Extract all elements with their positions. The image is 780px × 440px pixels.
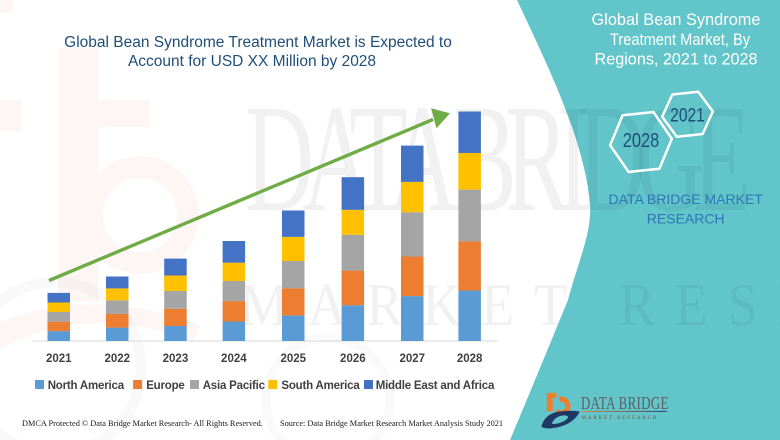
svg-text:2028: 2028 xyxy=(457,353,483,365)
svg-text:DATA BRIDGE MARKET: DATA BRIDGE MARKET xyxy=(609,191,764,207)
svg-text:DMCA Protected © Data Bridge M: DMCA Protected © Data Bridge Market Rese… xyxy=(22,419,263,428)
svg-text:2028: 2028 xyxy=(623,128,659,151)
svg-text:2022: 2022 xyxy=(104,353,130,365)
svg-text:2027: 2027 xyxy=(399,353,425,365)
svg-text:Regions, 2021 to 2028: Regions, 2021 to 2028 xyxy=(595,51,758,69)
svg-text:RESEARCH: RESEARCH xyxy=(647,211,725,227)
svg-text:Global Bean Syndrome Treatment: Global Bean Syndrome Treatment Market is… xyxy=(64,34,452,51)
svg-text:2025: 2025 xyxy=(280,353,306,365)
svg-text:2024: 2024 xyxy=(221,353,247,365)
svg-text:2021: 2021 xyxy=(670,104,705,126)
svg-text:DATA BRIDGE: DATA BRIDGE xyxy=(581,394,669,413)
svg-text:2026: 2026 xyxy=(340,353,366,365)
svg-text:MARKET RESEARCH: MARKET RESEARCH xyxy=(582,416,659,421)
svg-text:South America: South America xyxy=(281,380,360,392)
svg-text:Asia Pacific: Asia Pacific xyxy=(203,380,266,392)
svg-text:Europe: Europe xyxy=(146,380,184,392)
svg-text:North America: North America xyxy=(48,380,125,392)
svg-text:Global Bean Syndrome: Global Bean Syndrome xyxy=(592,11,761,29)
svg-text:Middle East and Africa: Middle East and Africa xyxy=(376,380,495,392)
svg-text:2021: 2021 xyxy=(46,353,72,365)
svg-text:2023: 2023 xyxy=(163,353,189,365)
svg-text:Account for USD XX Million by: Account for USD XX Million by 2028 xyxy=(128,53,376,70)
svg-text:Source: Data Bridge Market Res: Source: Data Bridge Market Research Mark… xyxy=(280,419,503,428)
svg-text:Treatment Market, By: Treatment Market, By xyxy=(610,31,751,49)
